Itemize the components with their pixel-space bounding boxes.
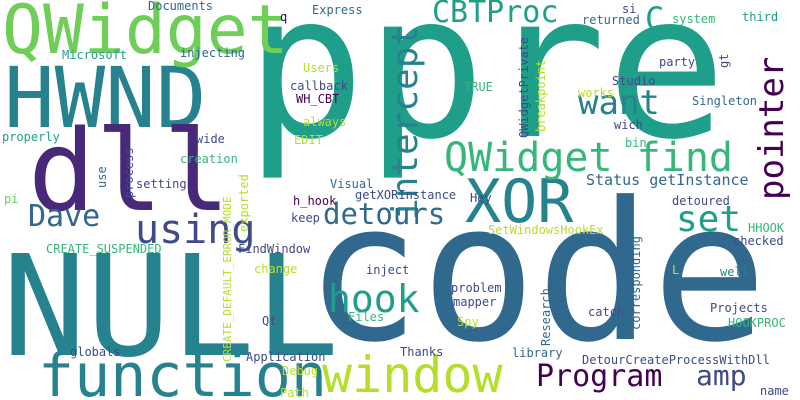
word-null: NULL bbox=[2, 226, 340, 389]
word-cbtproc: CBTProc bbox=[432, 0, 559, 30]
word-want: want bbox=[578, 83, 660, 123]
word-wide: wide bbox=[196, 132, 225, 146]
word-well: well bbox=[720, 265, 749, 279]
word-application: Application bbox=[246, 350, 326, 364]
word-detoured: detoured bbox=[672, 194, 730, 208]
word-hookproc: HOOKPROC bbox=[728, 316, 786, 330]
word-catch: catch bbox=[588, 305, 625, 319]
word-true: TRUE bbox=[464, 80, 493, 94]
word-name: name bbox=[760, 384, 789, 398]
word-pointer: pointer bbox=[752, 56, 792, 200]
word-dll: dll bbox=[28, 107, 231, 237]
word-library: library bbox=[512, 346, 563, 360]
word-gt: gt bbox=[717, 53, 731, 68]
word-qt: Qt bbox=[262, 314, 277, 328]
word-window: window bbox=[322, 346, 503, 400]
word-detourcreateprocesswithdll: DetourCreateProcessWithDll bbox=[582, 353, 770, 367]
word-documents: Documents bbox=[148, 0, 214, 13]
word-corresponding: corresponding bbox=[629, 236, 643, 330]
word-checked: checked bbox=[733, 234, 784, 248]
word-callback: callback bbox=[290, 79, 348, 93]
word-h-hook: h_hook bbox=[293, 194, 337, 208]
word-keep: keep bbox=[291, 211, 320, 225]
word-setwindowshookex: SetWindowsHookEx bbox=[488, 223, 604, 237]
word-pi: pi bbox=[4, 192, 19, 206]
word-users: Users bbox=[303, 61, 340, 75]
word-wich: wich bbox=[614, 118, 643, 132]
word-hey: Hey bbox=[470, 191, 492, 205]
word-debug: Debug bbox=[282, 364, 319, 378]
word-process: process bbox=[122, 147, 136, 198]
word-q: q bbox=[280, 10, 288, 24]
word-code: code bbox=[305, 162, 768, 385]
word-files: Files bbox=[348, 310, 385, 324]
word-function: function bbox=[38, 341, 327, 400]
word-injecting: injecting bbox=[180, 46, 246, 60]
word-setting: setting bbox=[136, 177, 187, 191]
word-qwidget-find: QWidget find bbox=[444, 135, 733, 181]
word-edit: EDIT bbox=[294, 133, 323, 147]
word-creation: creation bbox=[180, 152, 238, 166]
word-always: always bbox=[303, 115, 347, 129]
word-thanks: Thanks bbox=[400, 345, 444, 359]
word-properly: properly bbox=[2, 130, 60, 144]
word-research: Research bbox=[539, 288, 553, 346]
word-bin: bin bbox=[625, 136, 647, 150]
word-hook: hook bbox=[328, 277, 420, 321]
word-create-suspended: CREATE_SUSPENDED bbox=[46, 242, 162, 256]
word-program: Program bbox=[536, 359, 663, 394]
word-studio: Studio bbox=[612, 74, 656, 88]
word-wh-cbt: WH_CBT bbox=[296, 92, 340, 106]
word-party: party bbox=[659, 55, 696, 69]
word-path: Path bbox=[280, 386, 309, 400]
word-change: change bbox=[254, 262, 298, 276]
word-breakpoint: breakpoint bbox=[534, 59, 548, 132]
word-works: works bbox=[578, 86, 615, 100]
word-inject: inject bbox=[366, 263, 410, 277]
word-status-getinstance: Status getInstance bbox=[586, 171, 749, 189]
word-create-default-error-mode: CREATE_DEFAULT_ERROR_MODE bbox=[221, 196, 234, 362]
word-c: C bbox=[645, 0, 665, 38]
word-returned: returned bbox=[582, 13, 640, 27]
word-use: use bbox=[95, 166, 109, 188]
word-system: system bbox=[672, 12, 716, 26]
word-hhook: HHOOK bbox=[748, 221, 785, 235]
word-visual: Visual bbox=[330, 177, 374, 191]
word-l: L bbox=[672, 263, 680, 277]
word-exported: exported bbox=[237, 174, 251, 232]
word-detours: detours bbox=[323, 197, 446, 231]
word-projects: Projects bbox=[710, 301, 768, 315]
word-si: si bbox=[622, 2, 637, 16]
word-ppre: ppre bbox=[245, 0, 727, 184]
word-using: using bbox=[135, 207, 256, 253]
word-globals: globals bbox=[70, 345, 121, 359]
word-set: set bbox=[676, 199, 742, 240]
word-xor: XOR bbox=[465, 167, 574, 237]
word-dave: Dave bbox=[28, 199, 101, 234]
word-problem: problem bbox=[451, 281, 502, 295]
word-qwidget: QWidget bbox=[2, 0, 289, 70]
word-hwnd: HWND bbox=[4, 49, 207, 147]
word-amp: amp bbox=[696, 359, 747, 392]
word-express: Express bbox=[312, 3, 363, 17]
word-mapper: mapper bbox=[453, 295, 497, 309]
word-microsoft: Microsoft bbox=[62, 48, 128, 62]
word-qwidgetprivate: QWidgetPrivate bbox=[517, 36, 531, 138]
word-singleton: Singleton bbox=[692, 94, 758, 108]
word-findwindow: FindWindow bbox=[238, 242, 311, 256]
word-spy: Spy bbox=[457, 315, 479, 329]
word-getxorinstance: getXORInstance bbox=[355, 188, 457, 202]
word-third: third bbox=[742, 10, 779, 24]
